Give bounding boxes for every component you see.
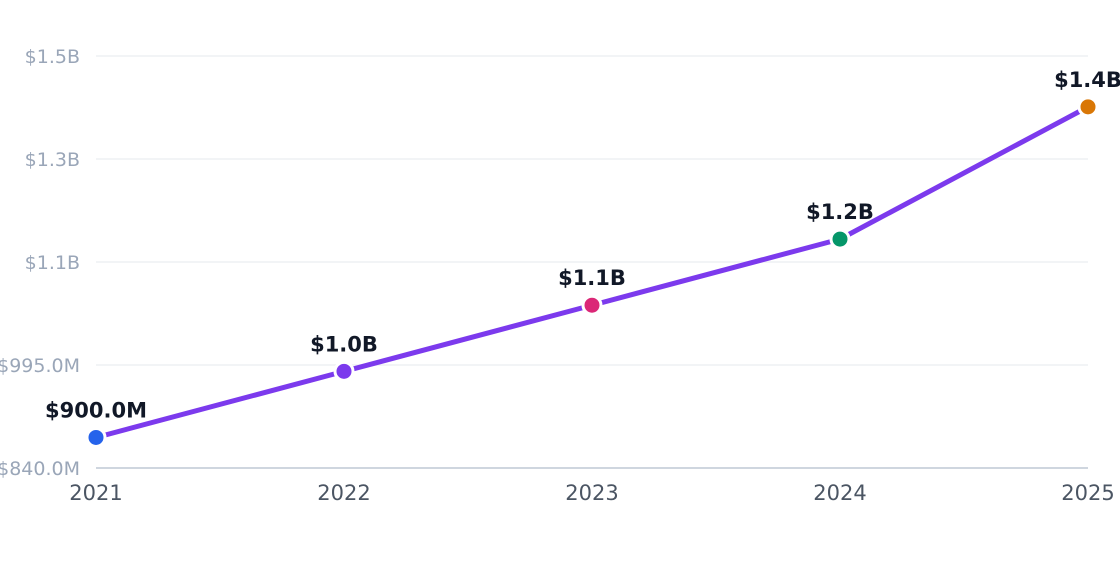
y-tick-label: $1.1B (25, 252, 80, 274)
data-label: $1.4B (1054, 68, 1120, 92)
data-point[interactable] (1077, 96, 1099, 118)
data-point[interactable] (85, 426, 107, 448)
data-point[interactable] (333, 360, 355, 382)
y-tick-label: $995.0M (0, 355, 80, 377)
series-group (85, 96, 1099, 448)
x-tick-label: 2021 (69, 481, 122, 505)
data-labels: $900.0M $1.0B $1.1B $1.2B $1.4B (45, 68, 1120, 423)
grid-lines (96, 55, 1088, 366)
data-label: $1.0B (310, 332, 378, 356)
y-tick-label: $1.5B (25, 46, 80, 68)
data-point[interactable] (829, 228, 851, 250)
y-tick-label: $840.0M (0, 458, 80, 480)
data-label: $1.2B (806, 200, 874, 224)
y-axis-ticks: $840.0M $995.0M $1.1B $1.3B $1.5B (0, 46, 80, 480)
x-tick-label: 2023 (565, 481, 618, 505)
x-axis-ticks: 2021 2022 2023 2024 2025 (69, 481, 1114, 505)
data-label: $1.1B (558, 266, 626, 290)
y-tick-label: $1.3B (25, 149, 80, 171)
data-point[interactable] (581, 294, 603, 316)
x-tick-label: 2025 (1061, 481, 1114, 505)
data-label: $900.0M (45, 398, 147, 422)
x-tick-label: 2024 (813, 481, 866, 505)
x-tick-label: 2022 (317, 481, 370, 505)
